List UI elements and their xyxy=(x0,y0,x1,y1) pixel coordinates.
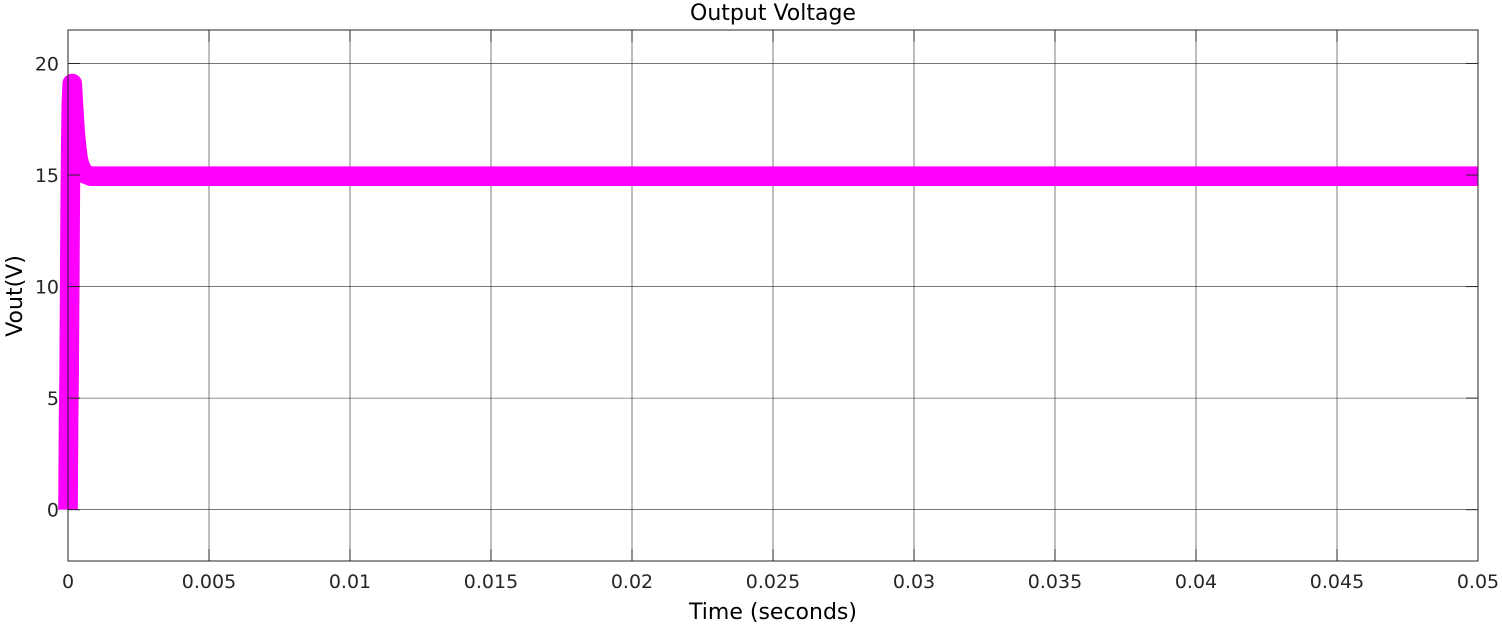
x-tick-label: 0 xyxy=(62,571,74,593)
y-tick-label: 10 xyxy=(35,277,59,299)
x-axis-label: Time (seconds) xyxy=(688,600,857,625)
x-tick-label: 0.05 xyxy=(1457,571,1499,593)
series-layer xyxy=(58,73,1478,510)
x-tick-label: 0.015 xyxy=(464,571,518,593)
x-tick-label: 0.025 xyxy=(746,571,800,593)
x-tick-label: 0.045 xyxy=(1310,571,1364,593)
chart-title: Output Voltage xyxy=(690,1,856,26)
x-tick-label: 0.01 xyxy=(329,571,371,593)
x-tick-label: 0.02 xyxy=(611,571,653,593)
x-tick-label: 0.035 xyxy=(1028,571,1082,593)
x-tick-label: 0.005 xyxy=(182,571,236,593)
y-tick-label: 0 xyxy=(47,500,59,522)
y-tick-label: 20 xyxy=(35,53,59,75)
grid-lines xyxy=(68,30,1478,561)
y-axis-label: Vout(V) xyxy=(3,255,28,337)
x-tick-label: 0.03 xyxy=(893,571,935,593)
vout-series-core xyxy=(67,82,1478,510)
x-tick-label: 0.04 xyxy=(1175,571,1217,593)
tick-layer: 0 0.005 0.01 0.015 0.02 0.025 0.03 0.035 0.04 0.0… xyxy=(35,30,1499,593)
y-tick-label: 15 xyxy=(35,165,59,187)
y-tick-label: 5 xyxy=(47,388,59,410)
